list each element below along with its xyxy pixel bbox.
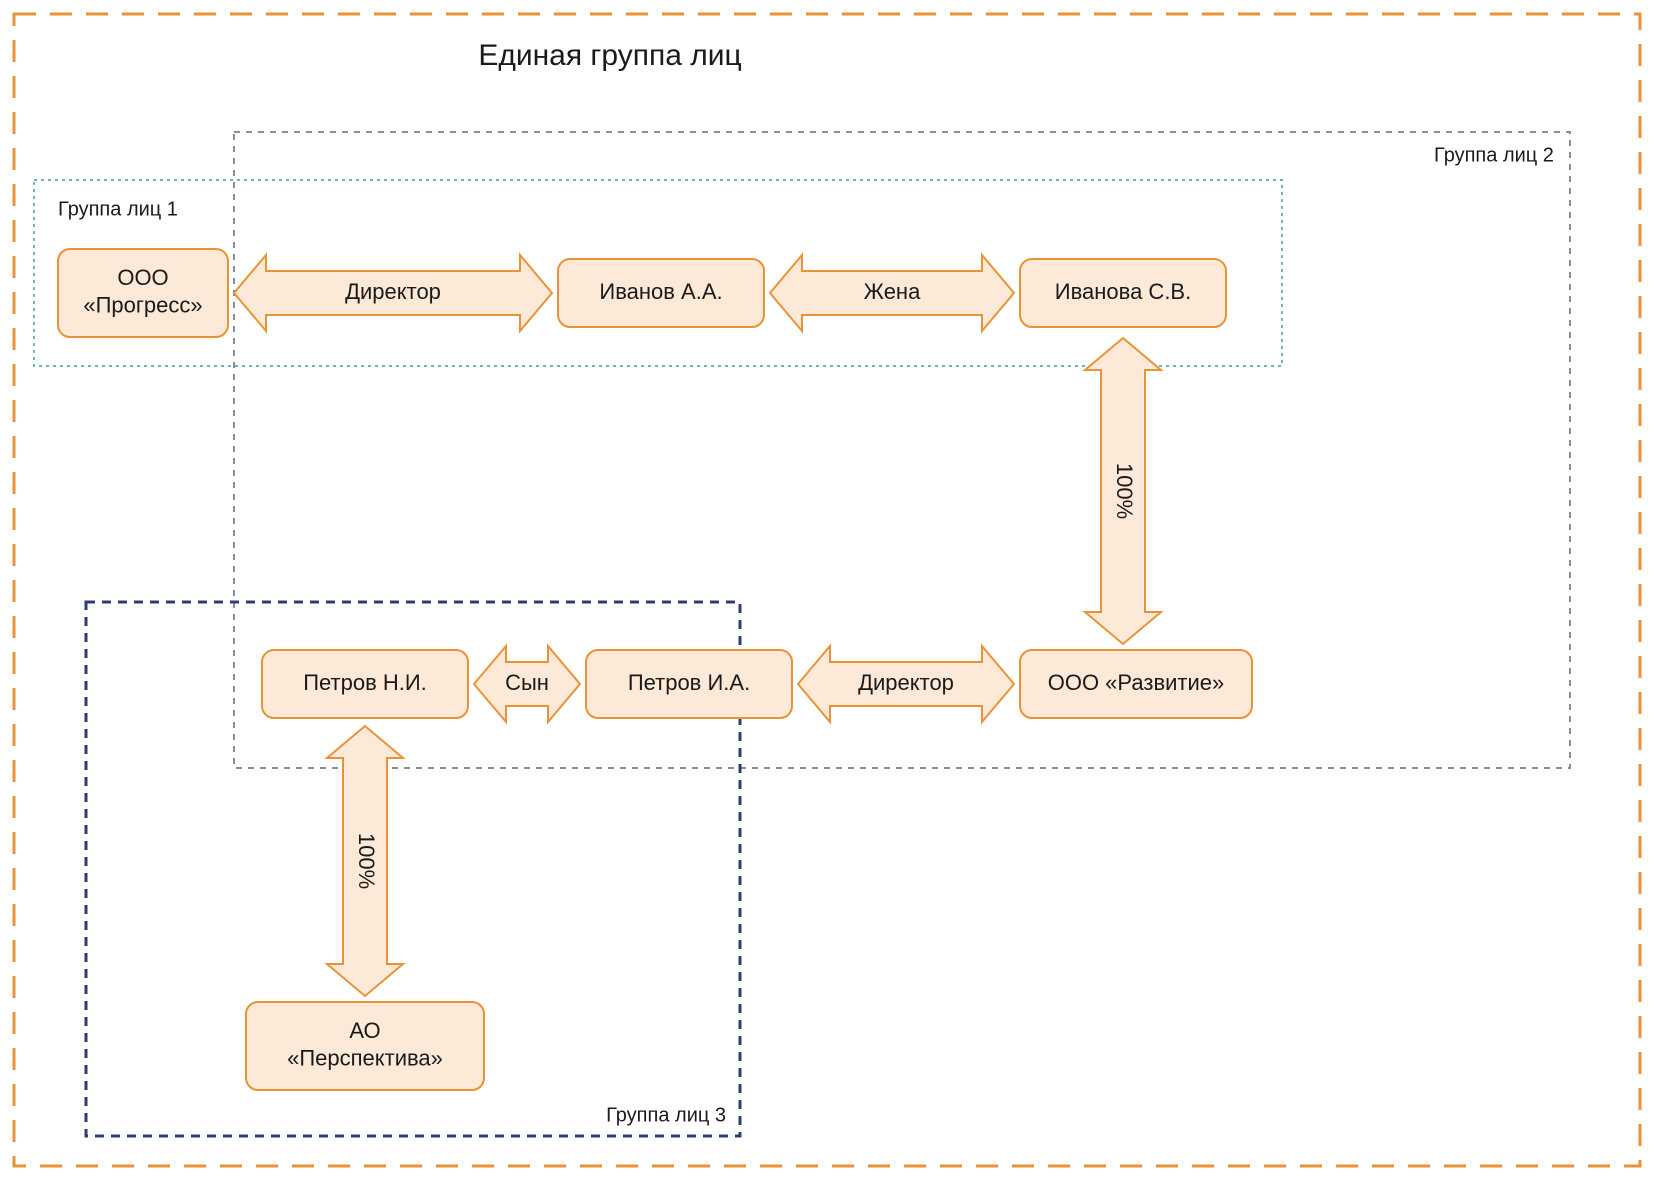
a_director2: Директор bbox=[798, 646, 1014, 722]
node-razvitie: ООО «Развитие» bbox=[1020, 650, 1252, 718]
node-ivanov-line0: Иванов А.А. bbox=[599, 279, 722, 304]
group3-label: Группа лиц 3 bbox=[606, 1104, 726, 1126]
a_100_petrov: 100% bbox=[327, 726, 403, 996]
a_director1: Директор bbox=[234, 255, 552, 331]
node-ivanova: Иванова С.В. bbox=[1020, 259, 1226, 327]
group1-label: Группа лиц 1 bbox=[58, 198, 178, 220]
a_director1-label: Директор bbox=[345, 279, 441, 304]
node-petrov_ia-line0: Петров И.А. bbox=[628, 670, 750, 695]
a_wife-label: Жена bbox=[864, 279, 921, 304]
a_100_petrov-label: 100% bbox=[354, 833, 379, 889]
a_son-label: Сын bbox=[505, 670, 549, 695]
diagram-title: Единая группа лиц bbox=[478, 39, 741, 72]
affiliation-diagram: Директор Жена Сын Директор 100% 100% ООО «Прог… bbox=[0, 0, 1654, 1180]
node-ivanova-line0: Иванова С.В. bbox=[1055, 279, 1191, 304]
node-petrov_ni: Петров Н.И. bbox=[262, 650, 468, 718]
node-progress-line1: «Прогресс» bbox=[83, 293, 202, 318]
node-petrov_ia: Петров И.А. bbox=[586, 650, 792, 718]
a_director2-label: Директор bbox=[858, 670, 954, 695]
node-progress-line0: ООО bbox=[117, 265, 168, 290]
a_100_ivanova-label: 100% bbox=[1112, 463, 1137, 519]
outer-frame bbox=[14, 14, 1640, 1166]
node-progress: ООО «Прогресс» bbox=[58, 249, 228, 337]
a_wife: Жена bbox=[770, 255, 1014, 331]
group2-label: Группа лиц 2 bbox=[1434, 144, 1554, 166]
node-perspektiva: АО «Перспектива» bbox=[246, 1002, 484, 1090]
node-razvitie-line0: ООО «Развитие» bbox=[1048, 670, 1225, 695]
node-perspektiva-line0: АО bbox=[349, 1018, 380, 1043]
a_son: Сын bbox=[474, 646, 580, 722]
a_100_ivanova: 100% bbox=[1085, 338, 1161, 644]
node-perspektiva-line1: «Перспектива» bbox=[287, 1046, 443, 1071]
node-petrov_ni-line0: Петров Н.И. bbox=[303, 670, 427, 695]
node-ivanov: Иванов А.А. bbox=[558, 259, 764, 327]
